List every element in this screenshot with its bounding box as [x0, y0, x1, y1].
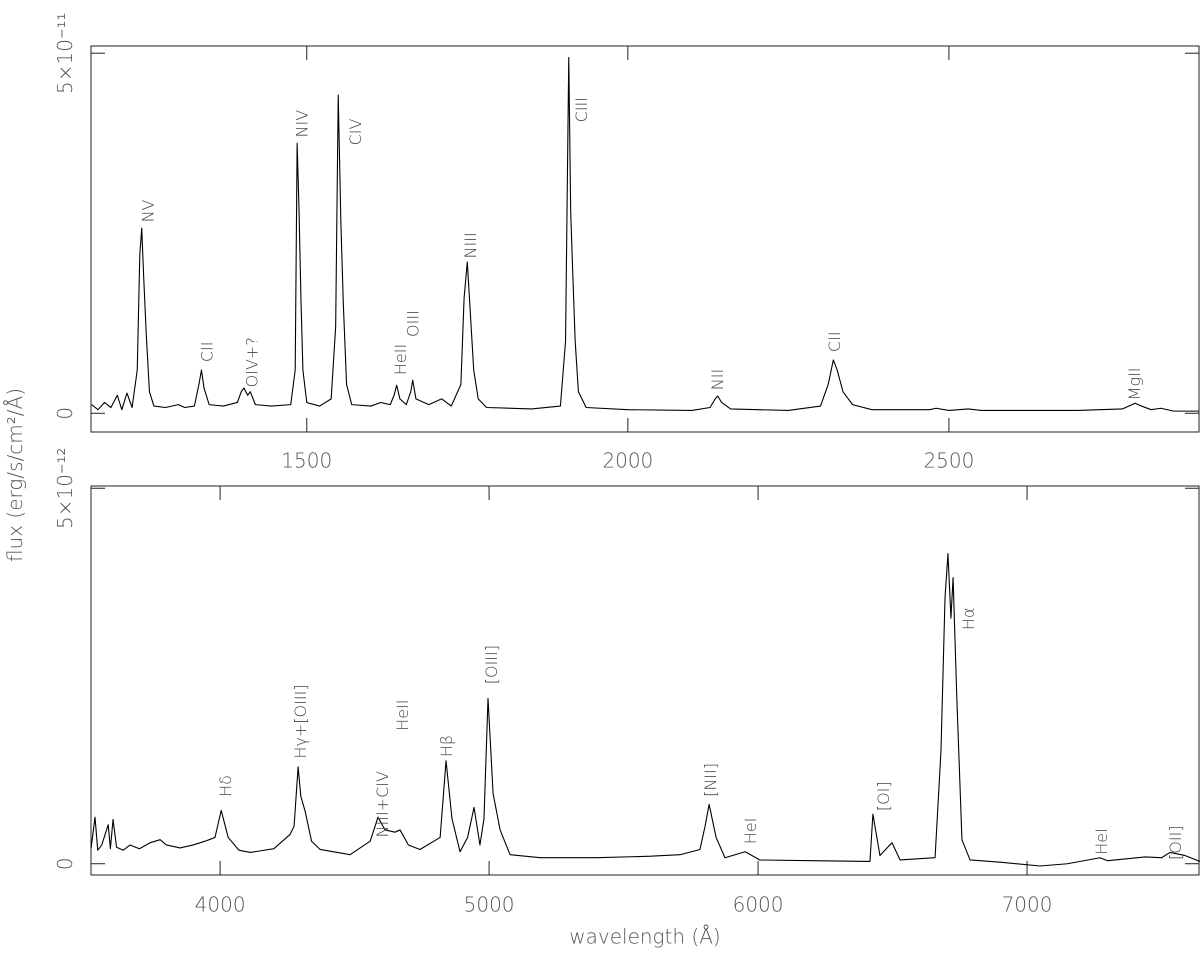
line-label: HeI [741, 818, 760, 845]
line-label: Hβ [437, 735, 456, 757]
x-tick-label: 1500 [281, 449, 332, 473]
line-label: Hγ+[OIII] [291, 684, 310, 758]
y-tick-label: 0 [53, 407, 77, 420]
x-tick-label: 2000 [602, 449, 653, 473]
plot-frame [90, 485, 1200, 876]
x-tick-label: 4000 [195, 893, 246, 917]
line-label: MgII [1125, 367, 1144, 400]
line-label: [OIII] [482, 645, 501, 684]
y-axis-label: flux (erg/s/cm²/Å) [3, 388, 27, 562]
line-label: CIII [572, 97, 591, 122]
line-label: NV [139, 199, 158, 222]
line-label: NIII+CIV [373, 771, 392, 837]
line-label: [OI] [874, 781, 893, 811]
line-label: NIV [293, 110, 312, 138]
plot-frame [90, 45, 1200, 433]
spectrum-line [90, 553, 1200, 867]
line-label: NIII [461, 232, 480, 258]
line-label: OIV+? [243, 337, 262, 387]
line-label: CII [198, 342, 217, 363]
x-tick-label: 5000 [464, 893, 515, 917]
line-label: OIII [404, 310, 423, 337]
line-label: [OII] [1166, 825, 1185, 860]
line-label: HeII [391, 344, 410, 375]
spectrum-line [91, 56, 1200, 412]
line-label: NII [708, 369, 727, 390]
x-tick-label: 2500 [923, 449, 974, 473]
x-axis-label: wavelength (Å) [569, 925, 720, 949]
y-tick-label: 5×10⁻¹¹ [53, 12, 77, 94]
x-tick-label: 6000 [733, 893, 784, 917]
y-tick-label: 0 [53, 857, 77, 870]
y-tick-label: 5×10⁻¹² [53, 447, 77, 529]
line-label: Hα [959, 608, 978, 631]
line-label: CIV [346, 118, 365, 145]
line-label: Hδ [216, 775, 235, 797]
line-label: HeII [393, 700, 412, 731]
line-label: [NII] [701, 763, 720, 797]
x-tick-label: 7000 [1002, 893, 1053, 917]
line-label: CII [825, 331, 844, 352]
line-label: HeI [1092, 828, 1111, 855]
